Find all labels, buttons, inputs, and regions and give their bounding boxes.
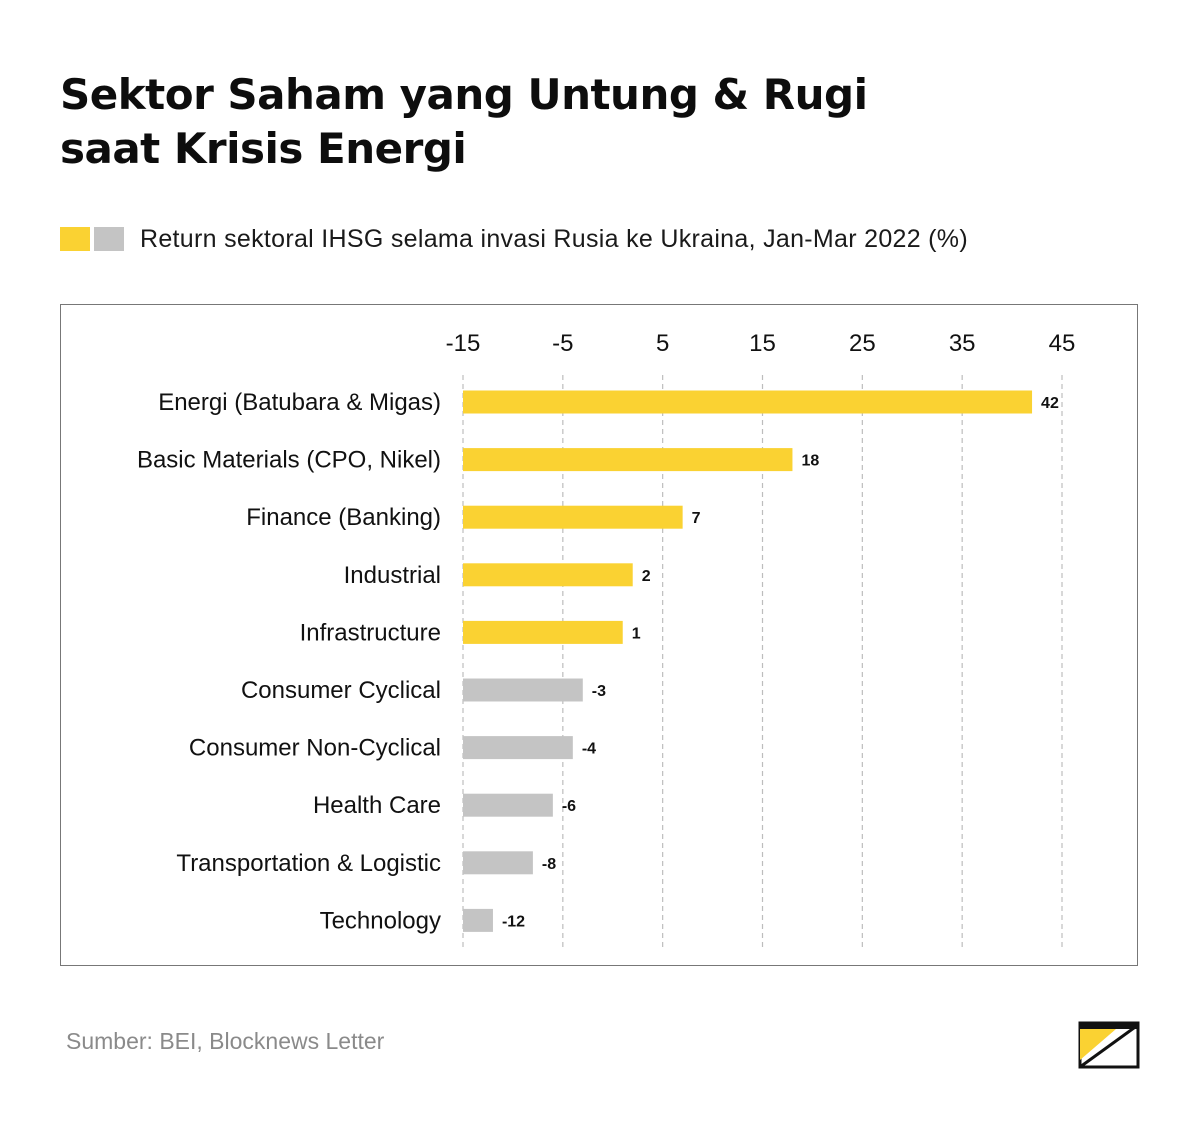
data-label: -4 (582, 741, 596, 758)
chart-title: Sektor Saham yang Untung & Rugi saat Kri… (60, 68, 1060, 176)
x-tick-label: 15 (749, 330, 776, 357)
data-label: 42 (1041, 395, 1059, 412)
bar (463, 448, 793, 472)
data-label: 18 (801, 453, 819, 470)
data-label: 1 (632, 625, 641, 642)
data-label: -8 (542, 856, 556, 873)
data-label: 7 (692, 510, 701, 527)
category-label: Energi (Batubara & Migas) (158, 389, 441, 416)
category-label: Transportation & Logistic (176, 850, 441, 877)
category-label: Health Care (313, 792, 441, 819)
bar-chart: -15 -5 5 15 25 35 45 Energi (Batubara & Migas) 4… (137, 330, 1076, 950)
source-note: Sumber: BEI, Blocknews Letter (66, 1028, 385, 1054)
category-label: Infrastructure (300, 619, 441, 646)
bar (463, 390, 1033, 414)
chart-title-line-1: Sektor Saham yang Untung & Rugi (60, 70, 868, 119)
x-tick-label: -5 (552, 330, 573, 357)
chart-frame: -15 -5 5 15 25 35 45 Energi (Batubara & Migas) 4… (60, 304, 1138, 966)
x-tick-label: 5 (656, 330, 669, 357)
category-label: Basic Materials (CPO, Nikel) (137, 447, 441, 474)
bar (463, 505, 683, 529)
bar (463, 908, 493, 932)
x-tick-label: 45 (1049, 330, 1076, 357)
envelope-logo-icon (1078, 1021, 1140, 1069)
bar (463, 620, 623, 644)
legend: Return sektoral IHSG selama invasi Rusia… (60, 222, 968, 256)
data-label: 2 (642, 568, 651, 585)
bar (463, 793, 553, 817)
x-tick-label: 25 (849, 330, 876, 357)
category-label: Industrial (344, 562, 441, 589)
bar (463, 678, 583, 702)
data-label: -6 (562, 798, 576, 815)
x-tick-label: -15 (446, 330, 481, 357)
bar (463, 736, 573, 760)
data-label: -12 (502, 913, 525, 930)
category-label: Consumer Non-Cyclical (189, 735, 441, 762)
x-tick-label: 35 (949, 330, 976, 357)
legend-swatch-negative (94, 227, 124, 251)
legend-text: Return sektoral IHSG selama invasi Rusia… (140, 224, 968, 253)
data-label: -3 (592, 683, 606, 700)
category-label: Consumer Cyclical (241, 677, 441, 704)
legend-swatch-positive (60, 227, 90, 251)
bar (463, 563, 633, 587)
bar (463, 851, 533, 875)
chart-title-line-2: saat Krisis Energi (60, 124, 467, 173)
category-label: Technology (320, 907, 441, 934)
category-label: Finance (Banking) (246, 504, 441, 531)
